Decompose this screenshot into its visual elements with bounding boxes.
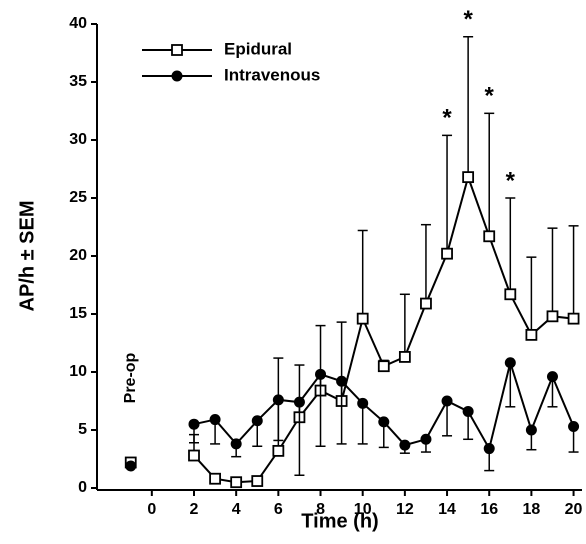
- marker: [441, 247, 453, 260]
- marker: [504, 357, 516, 369]
- y-tick-label: 0: [78, 479, 87, 496]
- annotation: *: [442, 105, 452, 132]
- x-tick-label: 12: [396, 501, 414, 518]
- marker: [377, 360, 390, 373]
- x-tick-label: 10: [354, 501, 372, 518]
- x-tick-label: 14: [438, 501, 456, 518]
- marker: [462, 405, 474, 417]
- marker: [272, 444, 285, 457]
- annotation: *: [506, 167, 516, 194]
- y-tick-label: 30: [69, 131, 87, 148]
- marker: [356, 312, 369, 325]
- marker: [357, 397, 369, 409]
- marker: [209, 472, 221, 485]
- y-tick-label: 15: [69, 305, 87, 322]
- y-axis-label: AP/h ± SEM: [16, 201, 38, 312]
- marker: [336, 375, 348, 387]
- marker: [546, 371, 558, 383]
- marker: [462, 171, 475, 184]
- annotation: *: [485, 83, 495, 110]
- y-tick-label: 25: [69, 189, 87, 206]
- marker: [378, 416, 390, 428]
- y-tick-label: 10: [69, 363, 87, 380]
- x-axis-label: Time (h): [301, 510, 378, 532]
- marker: [230, 438, 242, 450]
- x-tick-label: 20: [565, 501, 583, 518]
- legend-label: Intravenous: [224, 65, 320, 84]
- legend-marker: [171, 44, 183, 56]
- y-tick-label: 5: [78, 421, 87, 438]
- marker: [230, 476, 243, 489]
- x-tick-label: 0: [147, 501, 156, 518]
- y-tick-label: 20: [69, 247, 87, 264]
- annotation: *: [463, 6, 473, 33]
- x-tick-label: 6: [274, 501, 283, 518]
- marker: [188, 418, 200, 430]
- marker: [399, 439, 411, 451]
- marker: [483, 443, 495, 455]
- marker: [209, 414, 221, 426]
- y-tick-label: 35: [69, 73, 87, 90]
- marker: [567, 312, 580, 325]
- marker: [525, 424, 537, 436]
- marker: [420, 433, 432, 445]
- marker: [420, 297, 432, 310]
- x-tick-label: 2: [190, 501, 199, 518]
- x-tick-label: 16: [480, 501, 498, 518]
- marker: [251, 475, 264, 487]
- marker: [546, 310, 559, 323]
- marker: [272, 394, 284, 406]
- marker: [293, 396, 305, 408]
- x-tick-label: 8: [316, 501, 325, 518]
- legend-marker: [171, 70, 183, 82]
- marker: [504, 288, 517, 301]
- x-tick-label: 18: [522, 501, 540, 518]
- marker: [441, 395, 453, 407]
- marker: [568, 421, 580, 433]
- marker: [525, 328, 538, 341]
- y-tick-label: 40: [69, 15, 87, 32]
- legend-label: Epidural: [224, 39, 292, 58]
- marker: [188, 449, 200, 462]
- marker: [398, 351, 411, 363]
- marker: [315, 368, 327, 380]
- marker: [483, 230, 496, 243]
- preop-label: Pre-op: [122, 352, 139, 403]
- marker: [251, 415, 263, 427]
- x-tick-label: 4: [232, 501, 241, 518]
- preop-marker: [125, 460, 137, 472]
